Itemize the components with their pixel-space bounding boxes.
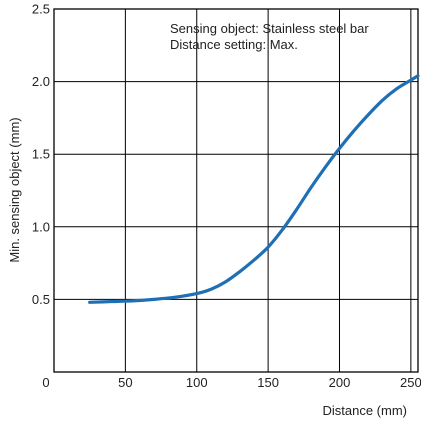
x-tick-label: 0 — [42, 375, 49, 390]
y-tick-label: 0.5 — [32, 292, 50, 307]
annotation-line-2: Distance setting: Max. — [170, 37, 298, 52]
x-tick-label: 250 — [400, 375, 421, 390]
annotation-line-1: Sensing object: Stainless steel bar — [170, 21, 369, 36]
grid-lines — [54, 9, 418, 372]
series-layer — [88, 74, 420, 304]
y-tick-label: 1.5 — [32, 147, 50, 162]
y-tick-label: 1.0 — [32, 219, 50, 234]
y-tick-label: 2.0 — [32, 74, 50, 89]
x-tick-label: 150 — [257, 375, 279, 390]
y-axis-title: Min. sensing object (mm) — [7, 117, 22, 262]
plot-frame — [53, 8, 419, 373]
x-tick-label: 100 — [186, 375, 208, 390]
x-tick-label: 200 — [329, 375, 351, 390]
tick-labels: 0 50 100 150 200 250 0.5 1.0 1.5 2.0 2.5 — [32, 2, 421, 391]
series-line — [88, 74, 420, 304]
x-axis-title: Distance (mm) — [322, 403, 407, 418]
y-tick-label: 2.5 — [32, 2, 50, 17]
x-tick-label: 50 — [118, 375, 132, 390]
